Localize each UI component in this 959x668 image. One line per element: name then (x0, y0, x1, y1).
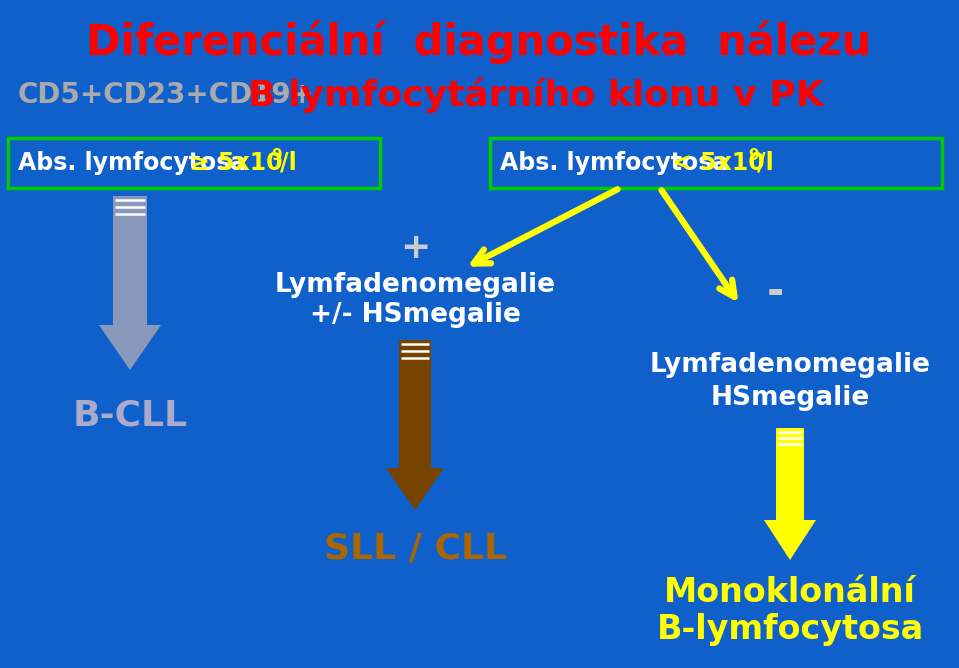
Text: B lymfocytárního klonu v PK: B lymfocytárního klonu v PK (248, 77, 824, 113)
Text: Lymfadenomegalie: Lymfadenomegalie (649, 352, 930, 378)
FancyBboxPatch shape (490, 138, 942, 188)
Text: Abs. lymfocytosa: Abs. lymfocytosa (500, 151, 737, 175)
Text: +/- HSmegalie: +/- HSmegalie (310, 302, 521, 328)
Text: /l: /l (757, 151, 774, 175)
Text: Diferenciální  diagnostika  nálezu: Diferenciální diagnostika nálezu (86, 20, 872, 63)
Polygon shape (764, 428, 816, 560)
Text: Abs. lymfocytosa: Abs. lymfocytosa (18, 151, 254, 175)
Text: HSmegalie: HSmegalie (711, 385, 870, 411)
Text: B-CLL: B-CLL (73, 398, 188, 432)
Text: Monoklonální: Monoklonální (664, 576, 916, 609)
Text: ≥ 5x10: ≥ 5x10 (190, 151, 283, 175)
Text: -: - (766, 271, 784, 313)
Polygon shape (99, 196, 161, 370)
Text: SLL / CLL: SLL / CLL (323, 531, 506, 565)
Text: /l: /l (280, 151, 296, 175)
Text: +: + (400, 231, 431, 265)
Text: CD5+CD23+CD19+: CD5+CD23+CD19+ (18, 81, 315, 109)
Text: B-lymfocytosa: B-lymfocytosa (656, 613, 924, 647)
FancyBboxPatch shape (8, 138, 380, 188)
Text: 9: 9 (748, 148, 759, 162)
Text: 9: 9 (271, 148, 282, 162)
Text: < 5x10: < 5x10 (672, 151, 764, 175)
Polygon shape (386, 340, 444, 510)
Text: Lymfadenomegalie: Lymfadenomegalie (274, 272, 555, 298)
